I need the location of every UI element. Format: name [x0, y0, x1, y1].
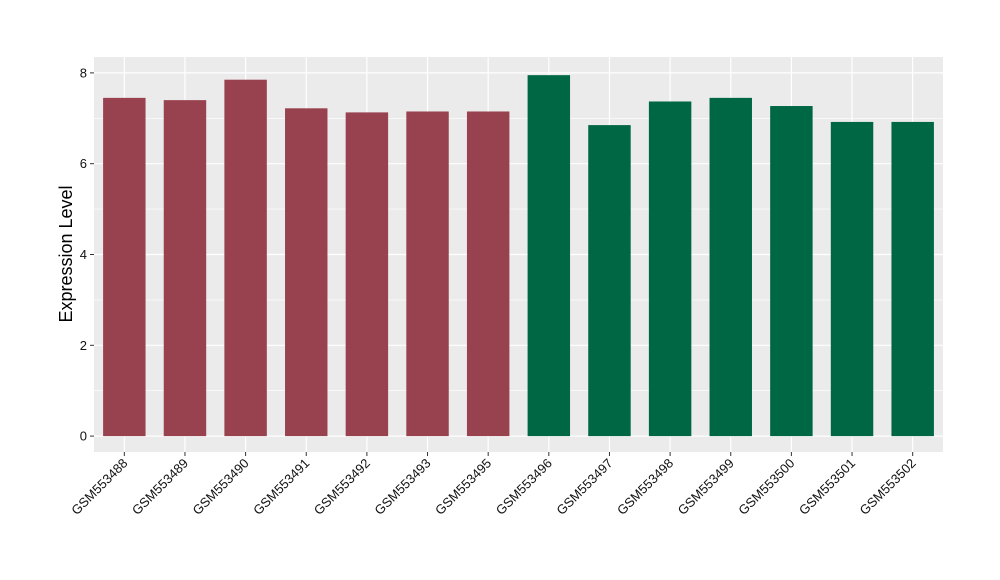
bar-GSM553488 — [103, 97, 146, 437]
x-tick-label: GSM553495 — [432, 456, 494, 518]
bar-GSM553489 — [163, 100, 207, 437]
y-tick-label: 8 — [80, 65, 87, 80]
bar-GSM553492 — [345, 112, 389, 437]
y-axis-title: Expression Level — [56, 185, 76, 322]
bar-GSM553499 — [709, 97, 752, 437]
x-tick-label: GSM553488 — [68, 456, 130, 518]
x-tick-label: GSM553491 — [250, 456, 312, 518]
x-tick-label: GSM553502 — [857, 456, 919, 518]
y-tick-label: 2 — [80, 338, 87, 353]
x-tick-label: GSM553493 — [371, 456, 433, 518]
bar-GSM553498 — [648, 101, 692, 437]
bar-GSM553495 — [466, 111, 510, 437]
bar-GSM553493 — [406, 111, 449, 437]
x-tick-label: GSM553498 — [614, 456, 676, 518]
bar-GSM553490 — [224, 79, 267, 437]
x-tick-label: GSM553499 — [675, 456, 737, 518]
bar-GSM553491 — [285, 108, 328, 437]
bar-GSM553501 — [830, 121, 874, 437]
y-tick-label: 4 — [80, 247, 87, 262]
bar-GSM553502 — [891, 121, 934, 437]
x-tick-label: GSM553489 — [129, 456, 191, 518]
x-tick-label: GSM553496 — [493, 456, 555, 518]
bar-GSM553497 — [588, 125, 631, 437]
y-tick-label: 6 — [80, 156, 87, 171]
x-tick-label: GSM553497 — [553, 456, 615, 518]
x-tick-label: GSM553490 — [190, 456, 252, 518]
x-tick-label: GSM553501 — [796, 456, 858, 518]
bar-GSM553500 — [770, 106, 813, 437]
bar-GSM553496 — [527, 75, 571, 437]
x-tick-label: GSM553492 — [311, 456, 373, 518]
x-tick-label: GSM553500 — [735, 456, 797, 518]
y-tick-label: 0 — [80, 429, 87, 444]
